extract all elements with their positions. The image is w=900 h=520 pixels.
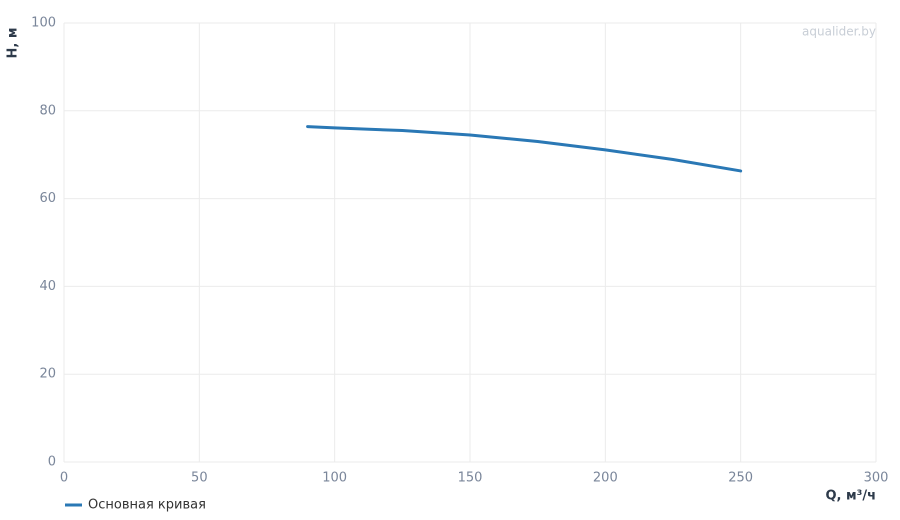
y-tick-label: 20 xyxy=(39,367,56,382)
x-axis-title: Q, м³/ч xyxy=(825,489,876,504)
x-tick-label: 100 xyxy=(322,471,347,486)
y-axis-title: H, м xyxy=(6,28,21,59)
watermark: aqualider.by xyxy=(802,25,876,39)
x-tick-label: 0 xyxy=(60,471,68,486)
legend-label: Основная кривая xyxy=(88,498,206,513)
x-tick-label: 200 xyxy=(593,471,618,486)
y-tick-label: 80 xyxy=(39,103,56,118)
y-tick-label: 100 xyxy=(31,16,56,31)
x-tick-label: 250 xyxy=(728,471,753,486)
x-tick-label: 50 xyxy=(191,471,208,486)
y-tick-label: 60 xyxy=(39,191,56,206)
x-tick-label: 150 xyxy=(458,471,483,486)
x-tick-label: 300 xyxy=(864,471,889,486)
y-tick-label: 40 xyxy=(39,279,56,294)
curve xyxy=(306,125,743,173)
y-tick-label: 0 xyxy=(48,455,56,470)
